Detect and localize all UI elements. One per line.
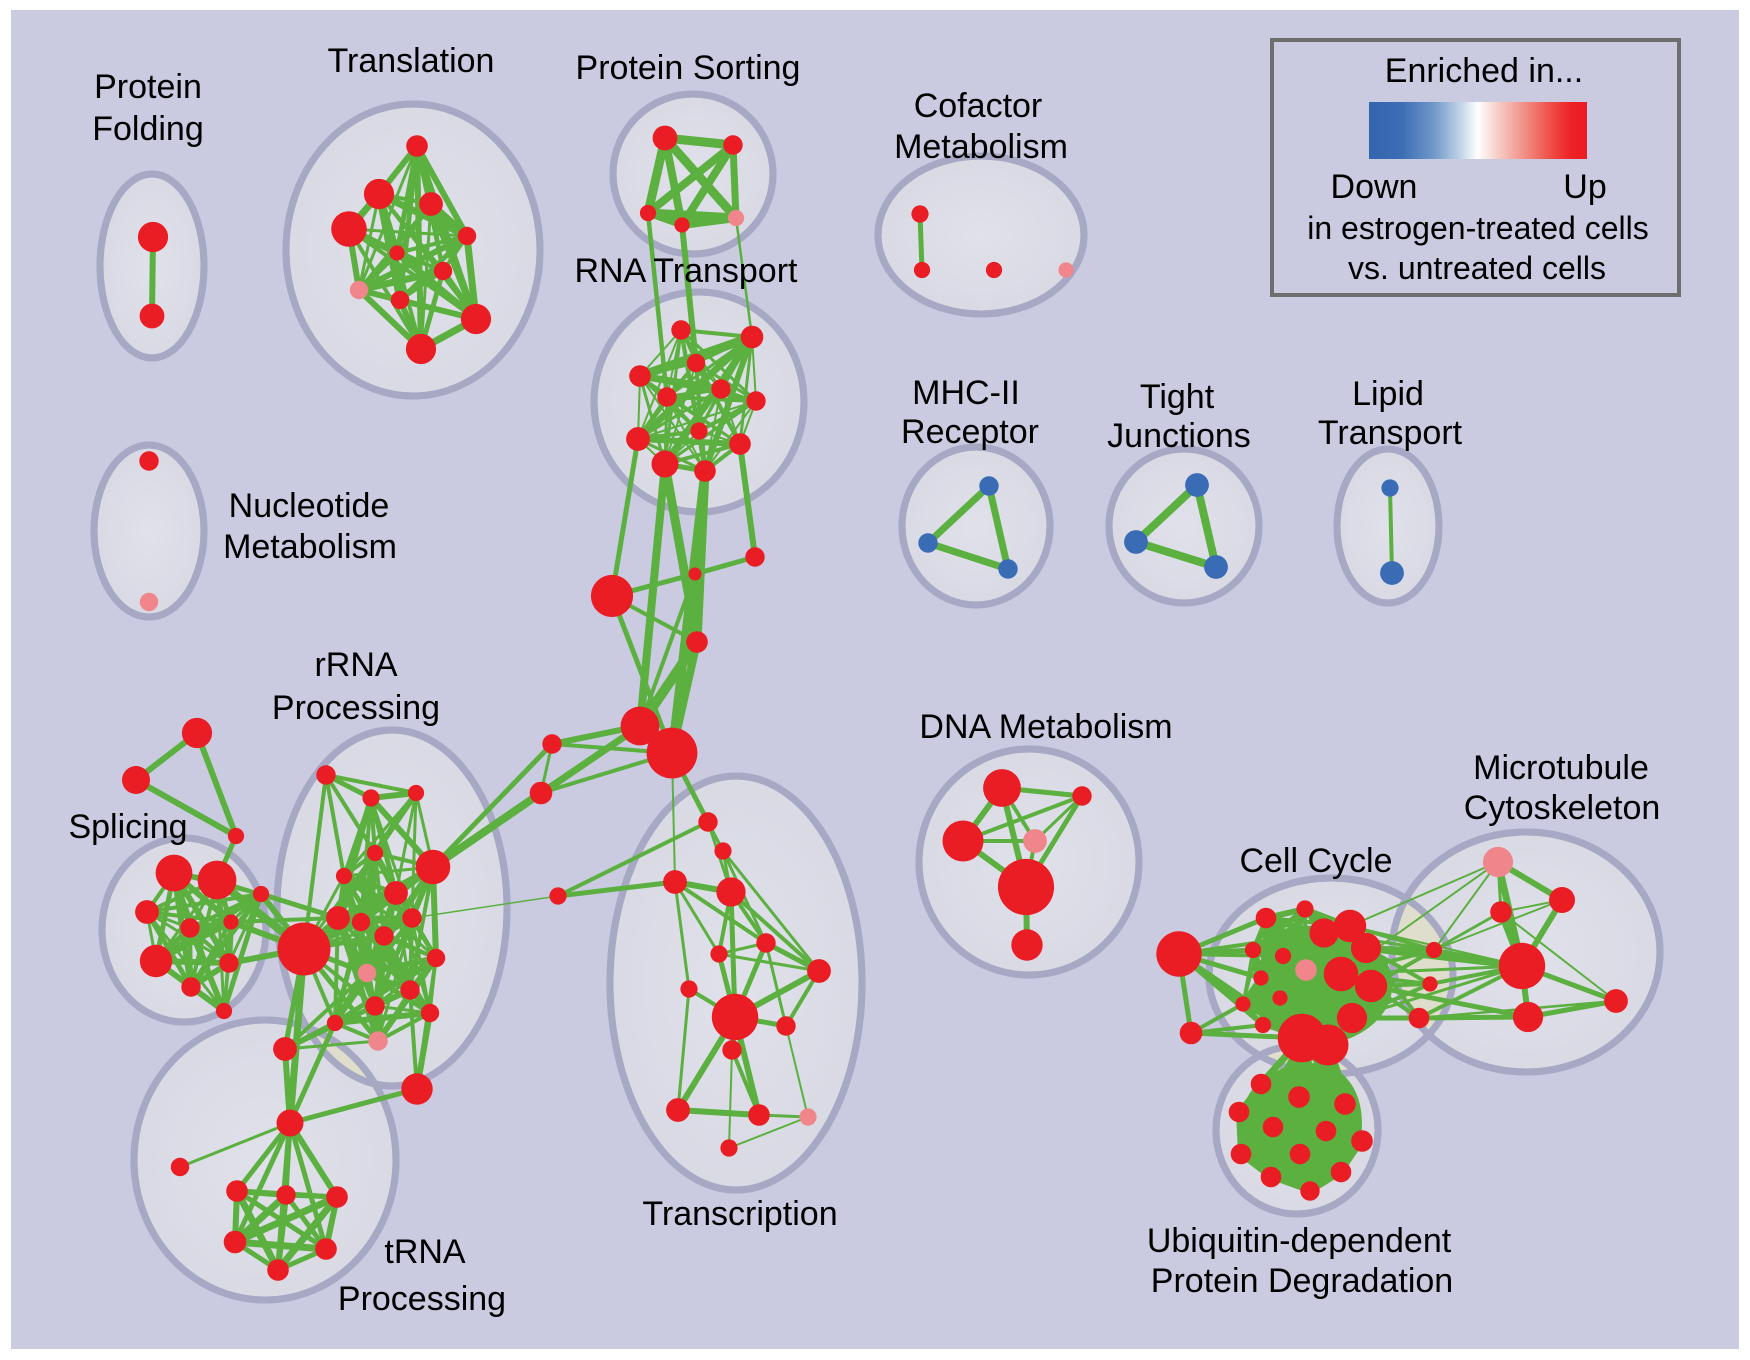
- svg-text:Receptor: Receptor: [901, 413, 1039, 451]
- svg-text:Protein Degradation: Protein Degradation: [1151, 1262, 1453, 1300]
- svg-text:Up: Up: [1563, 168, 1606, 206]
- svg-text:Lipid: Lipid: [1352, 375, 1424, 413]
- svg-text:vs. untreated cells: vs. untreated cells: [1348, 250, 1606, 286]
- svg-text:Tight: Tight: [1140, 378, 1215, 416]
- svg-text:Protein: Protein: [94, 68, 202, 106]
- svg-text:Metabolism: Metabolism: [894, 128, 1068, 166]
- svg-text:Translation: Translation: [328, 42, 495, 80]
- svg-text:Enriched in...: Enriched in...: [1385, 52, 1583, 90]
- svg-text:Protein Sorting: Protein Sorting: [576, 49, 801, 87]
- svg-text:Transcription: Transcription: [642, 1195, 837, 1233]
- svg-text:Down: Down: [1331, 168, 1418, 206]
- svg-text:DNA Metabolism: DNA Metabolism: [919, 708, 1172, 746]
- svg-text:Transport: Transport: [1318, 414, 1463, 452]
- svg-text:in estrogen-treated cells: in estrogen-treated cells: [1307, 210, 1649, 246]
- svg-text:Cofactor: Cofactor: [914, 87, 1043, 125]
- svg-text:Cytoskeleton: Cytoskeleton: [1464, 789, 1661, 827]
- svg-text:tRNA: tRNA: [384, 1233, 466, 1271]
- svg-text:Junctions: Junctions: [1107, 417, 1251, 455]
- svg-text:Metabolism: Metabolism: [223, 528, 397, 566]
- svg-text:Nucleotide: Nucleotide: [229, 487, 390, 525]
- svg-text:Splicing: Splicing: [68, 808, 187, 846]
- svg-text:rRNA: rRNA: [314, 646, 397, 684]
- svg-text:Microtubule: Microtubule: [1473, 749, 1649, 787]
- svg-text:Processing: Processing: [272, 689, 440, 727]
- svg-text:Cell Cycle: Cell Cycle: [1239, 842, 1392, 880]
- svg-text:Processing: Processing: [338, 1280, 506, 1318]
- svg-text:Ubiquitin-dependent: Ubiquitin-dependent: [1147, 1222, 1452, 1260]
- svg-text:RNA Transport: RNA Transport: [575, 252, 799, 290]
- svg-text:MHC-II: MHC-II: [912, 374, 1020, 412]
- svg-text:Folding: Folding: [92, 110, 204, 148]
